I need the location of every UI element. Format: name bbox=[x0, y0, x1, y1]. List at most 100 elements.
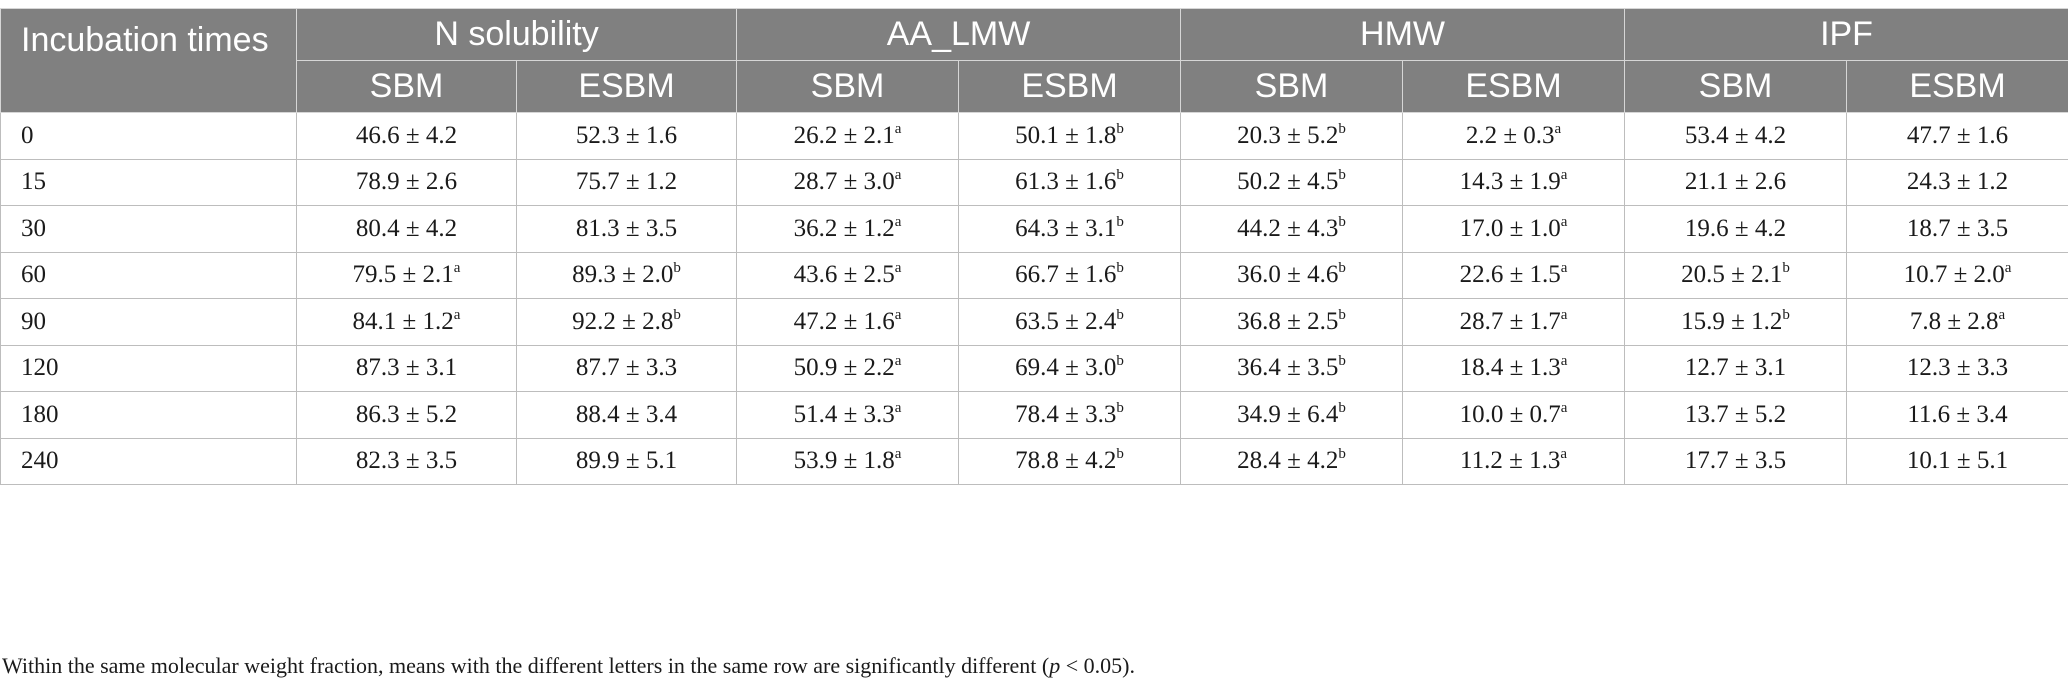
significance-letter: a bbox=[453, 260, 461, 277]
value-text: 78.4 ± 3.3 bbox=[1015, 400, 1117, 428]
value-cell: 53.9 ± 1.8a bbox=[736, 437, 960, 485]
value-text: 44.2 ± 4.3 bbox=[1237, 214, 1339, 242]
value-text: 12.7 ± 3.1 bbox=[1684, 354, 1787, 382]
value-cell: 24.3 ± 1.2 bbox=[1846, 158, 2068, 206]
value-text: 61.3 ± 1.6 bbox=[1015, 168, 1117, 196]
incubation-time-cell: 90 bbox=[0, 298, 297, 346]
table-row: 240 82.3 ± 3.5 89.9 ± 5.1 53.9 ± 1.8a 78.8 ±… bbox=[0, 437, 2068, 485]
group-header: IPF bbox=[1624, 8, 2068, 61]
incubation-time-cell: 15 bbox=[0, 158, 297, 206]
value-cell: 78.8 ± 4.2b bbox=[958, 437, 1182, 485]
significance-letter: b bbox=[1116, 167, 1124, 184]
significance-letter: a bbox=[894, 353, 902, 370]
value-cell: 86.3 ± 5.2 bbox=[296, 391, 517, 439]
incubation-time-cell: 120 bbox=[0, 344, 297, 392]
value-cell: 78.9 ± 2.6 bbox=[296, 158, 517, 206]
table-row: 120 87.3 ± 3.1 87.7 ± 3.3 50.9 ± 2.2a 69.4 ±… bbox=[0, 344, 2068, 392]
value-text: 26.2 ± 2.1 bbox=[793, 121, 895, 149]
value-text: 36.4 ± 3.5 bbox=[1237, 354, 1339, 382]
table-row: 30 80.4 ± 4.2 81.3 ± 3.5 36.2 ± 1.2a 64.3 ± … bbox=[0, 205, 2068, 253]
significance-letter: b bbox=[1338, 213, 1346, 230]
value-cell: 75.7 ± 1.2 bbox=[515, 158, 738, 206]
value-text: 34.9 ± 6.4 bbox=[1237, 400, 1339, 428]
significance-letter: a bbox=[1560, 306, 1568, 323]
value-text: 15.9 ± 1.2 bbox=[1681, 307, 1783, 335]
value-cell: 79.5 ± 2.1a bbox=[296, 251, 517, 299]
value-text: 64.3 ± 3.1 bbox=[1015, 214, 1117, 242]
value-cell: 10.0 ± 0.7a bbox=[1402, 391, 1626, 439]
value-cell: 21.1 ± 2.6 bbox=[1624, 158, 1848, 206]
corner-header: Incubation times bbox=[0, 8, 297, 113]
significance-letter: b bbox=[1338, 353, 1346, 370]
value-text: 18.7 ± 3.5 bbox=[1906, 214, 2009, 242]
value-text: 36.0 ± 4.6 bbox=[1237, 261, 1339, 289]
significance-letter: b bbox=[1116, 260, 1124, 277]
value-text: 10.1 ± 5.1 bbox=[1906, 447, 2009, 475]
value-cell: 82.3 ± 3.5 bbox=[296, 437, 517, 485]
data-table: Incubation times N solubility AA_LMW HMW… bbox=[0, 8, 2068, 485]
value-text: 89.9 ± 5.1 bbox=[575, 447, 678, 475]
value-cell: 46.6 ± 4.2 bbox=[296, 112, 517, 160]
table-row: 60 79.5 ± 2.1a 89.3 ± 2.0b 43.6 ± 2.5a 66.7 … bbox=[0, 251, 2068, 299]
significance-letter: a bbox=[894, 399, 902, 416]
significance-letter: a bbox=[1560, 446, 1567, 463]
sub-header: ESBM bbox=[958, 60, 1182, 113]
sub-header: SBM bbox=[1180, 60, 1404, 113]
value-text: 88.4 ± 3.4 bbox=[575, 400, 678, 428]
value-text: 19.6 ± 4.2 bbox=[1684, 214, 1787, 242]
value-cell: 81.3 ± 3.5 bbox=[515, 205, 738, 253]
value-cell: 47.7 ± 1.6 bbox=[1846, 112, 2068, 160]
table-row: 90 84.1 ± 1.2a 92.2 ± 2.8b 47.2 ± 1.6a 63.5 … bbox=[0, 298, 2068, 346]
sub-header: ESBM bbox=[1402, 60, 1626, 113]
value-text: 28.7 ± 1.7 bbox=[1459, 307, 1561, 335]
value-cell: 87.7 ± 3.3 bbox=[515, 344, 738, 392]
value-cell: 20.5 ± 2.1b bbox=[1624, 251, 1848, 299]
value-cell: 51.4 ± 3.3a bbox=[736, 391, 960, 439]
significance-letter: a bbox=[894, 167, 902, 184]
value-cell: 36.4 ± 3.5b bbox=[1180, 344, 1404, 392]
footnote: Within the same molecular weight fractio… bbox=[2, 653, 1135, 679]
value-text: 80.4 ± 4.2 bbox=[355, 214, 458, 242]
value-text: 24.3 ± 1.2 bbox=[1906, 168, 2009, 196]
incubation-time-cell: 240 bbox=[0, 437, 297, 485]
value-text: 22.6 ± 1.5 bbox=[1459, 261, 1561, 289]
value-cell: 28.7 ± 1.7a bbox=[1402, 298, 1626, 346]
value-cell: 50.9 ± 2.2a bbox=[736, 344, 960, 392]
value-text: 11.2 ± 1.3 bbox=[1460, 447, 1561, 475]
value-cell: 80.4 ± 4.2 bbox=[296, 205, 517, 253]
significance-letter: b bbox=[1338, 446, 1346, 463]
value-cell: 89.3 ± 2.0b bbox=[515, 251, 738, 299]
value-text: 28.4 ± 4.2 bbox=[1237, 447, 1339, 475]
value-cell: 44.2 ± 4.3b bbox=[1180, 205, 1404, 253]
value-cell: 13.7 ± 5.2 bbox=[1624, 391, 1848, 439]
value-cell: 63.5 ± 2.4b bbox=[958, 298, 1182, 346]
value-cell: 26.2 ± 2.1a bbox=[736, 112, 960, 160]
value-text: 53.4 ± 4.2 bbox=[1684, 121, 1787, 149]
value-text: 46.6 ± 4.2 bbox=[355, 121, 458, 149]
value-text: 17.0 ± 1.0 bbox=[1459, 214, 1561, 242]
significance-letter: a bbox=[894, 260, 902, 277]
value-text: 7.8 ± 2.8 bbox=[1909, 307, 1999, 335]
value-cell: 88.4 ± 3.4 bbox=[515, 391, 738, 439]
significance-letter: b bbox=[1338, 167, 1346, 184]
incubation-time-cell: 60 bbox=[0, 251, 297, 299]
table-body: 0 46.6 ± 4.2 52.3 ± 1.6 26.2 ± 2.1a 50.1 ± 1… bbox=[0, 112, 2068, 485]
table-header: Incubation times N solubility AA_LMW HMW… bbox=[0, 8, 2068, 113]
value-cell: 34.9 ± 6.4b bbox=[1180, 391, 1404, 439]
value-text: 51.4 ± 3.3 bbox=[793, 400, 895, 428]
value-cell: 50.1 ± 1.8b bbox=[958, 112, 1182, 160]
value-text: 36.2 ± 1.2 bbox=[793, 214, 895, 242]
value-text: 28.7 ± 3.0 bbox=[793, 168, 895, 196]
value-text: 13.7 ± 5.2 bbox=[1684, 400, 1787, 428]
value-cell: 64.3 ± 3.1b bbox=[958, 205, 1182, 253]
significance-letter: a bbox=[2004, 260, 2012, 277]
value-text: 20.3 ± 5.2 bbox=[1237, 121, 1339, 149]
value-cell: 12.3 ± 3.3 bbox=[1846, 344, 2068, 392]
significance-letter: a bbox=[1560, 213, 1568, 230]
significance-letter: a bbox=[453, 306, 461, 323]
value-text: 78.8 ± 4.2 bbox=[1015, 447, 1117, 475]
significance-letter: a bbox=[894, 306, 902, 323]
table-row: 180 86.3 ± 5.2 88.4 ± 3.4 51.4 ± 3.3a 78.4 ±… bbox=[0, 391, 2068, 439]
value-text: 21.1 ± 2.6 bbox=[1684, 168, 1787, 196]
value-text: 63.5 ± 2.4 bbox=[1015, 307, 1117, 335]
